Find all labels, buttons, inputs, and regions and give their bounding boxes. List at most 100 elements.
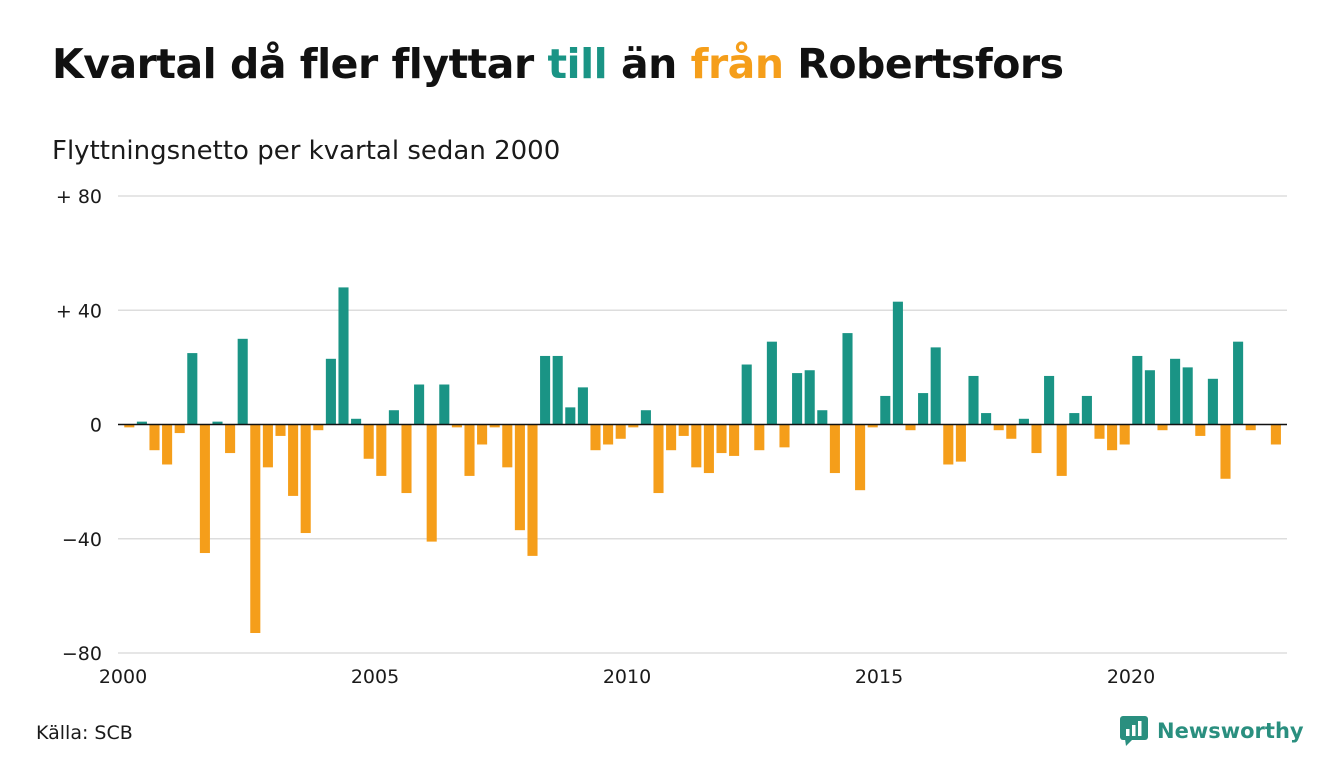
bar	[262, 424, 273, 468]
bar	[603, 424, 614, 445]
x-tick-label: 2015	[855, 666, 903, 688]
title-part2: än	[607, 40, 691, 88]
bar	[313, 424, 324, 431]
bar	[1144, 370, 1155, 425]
bar	[414, 384, 425, 425]
bars	[124, 287, 1281, 634]
bar	[930, 347, 941, 425]
bar	[1119, 424, 1130, 445]
bar	[363, 424, 374, 459]
x-tick-label: 2010	[603, 666, 651, 688]
bar	[666, 424, 677, 451]
bar	[565, 407, 576, 425]
bar	[993, 424, 1004, 431]
bar	[678, 424, 689, 436]
bar	[376, 424, 387, 476]
bar	[451, 424, 462, 428]
grid-lines	[118, 195, 1287, 654]
bar	[1018, 418, 1029, 425]
bar	[514, 424, 525, 531]
bar-chart: + 80 + 40 0 −40 −80 2000 2005 2010 2015 2020	[56, 186, 1287, 688]
bar	[174, 424, 185, 434]
bar	[527, 424, 538, 556]
bar	[288, 424, 299, 496]
bar	[250, 424, 261, 634]
bar	[351, 418, 362, 425]
bar	[1056, 424, 1067, 476]
bar	[829, 424, 840, 474]
bar	[300, 424, 311, 534]
bar	[981, 413, 992, 425]
bar	[905, 424, 916, 431]
bar	[1207, 378, 1218, 425]
bar	[653, 424, 664, 494]
bar	[199, 424, 210, 554]
bar	[1220, 424, 1231, 479]
bar	[401, 424, 412, 494]
bar	[918, 393, 929, 425]
bar	[540, 355, 551, 425]
bar	[729, 424, 740, 456]
bar	[426, 424, 437, 542]
bar	[792, 373, 803, 425]
bar	[489, 424, 500, 428]
bar	[842, 333, 853, 425]
bar	[968, 375, 979, 425]
newsworthy-logo-icon	[1120, 716, 1148, 746]
title-till: till	[547, 40, 608, 88]
bar	[275, 424, 286, 436]
bar	[590, 424, 601, 451]
bar	[867, 424, 878, 428]
bar	[703, 424, 714, 474]
bar	[338, 287, 349, 425]
y-tick-label: −40	[62, 529, 102, 551]
bar	[766, 341, 777, 425]
bar	[212, 421, 223, 425]
bar	[1182, 367, 1193, 425]
bar	[325, 358, 336, 425]
y-tick-label: −80	[62, 643, 102, 665]
bar	[716, 424, 727, 454]
bar	[779, 424, 790, 448]
title-fran: från	[690, 40, 784, 88]
bar	[628, 424, 639, 428]
bar	[1069, 413, 1080, 425]
x-tick-label: 2005	[351, 666, 399, 688]
bar	[124, 424, 135, 428]
bar	[1170, 358, 1181, 425]
bar	[943, 424, 954, 465]
bar	[1044, 375, 1055, 425]
bar	[577, 387, 588, 425]
bar	[955, 424, 966, 462]
bar	[817, 410, 828, 425]
bar	[225, 424, 236, 454]
bar	[1270, 424, 1281, 445]
bar	[1094, 424, 1105, 439]
bar	[388, 410, 399, 425]
bar	[149, 424, 160, 451]
x-tick-label: 2000	[99, 666, 147, 688]
y-tick-label: 0	[90, 415, 102, 437]
y-axis-labels: + 80 + 40 0 −40 −80	[56, 186, 102, 665]
bar	[187, 353, 198, 425]
bar	[1006, 424, 1017, 439]
bar	[464, 424, 475, 476]
bar	[892, 301, 903, 425]
chart-title: Kvartal då fler flyttar till än från Rob…	[52, 40, 1064, 88]
x-axis-labels: 2000 2005 2010 2015 2020	[99, 666, 1155, 688]
bar	[1157, 424, 1168, 431]
bar	[1081, 395, 1092, 425]
bar	[1233, 341, 1244, 425]
bar	[804, 370, 815, 425]
x-tick-label: 2020	[1107, 666, 1155, 688]
bar	[855, 424, 866, 491]
title-part3: Robertsfors	[783, 40, 1064, 88]
bar	[1107, 424, 1118, 451]
title-part1: Kvartal då fler flyttar	[52, 40, 548, 88]
bar	[552, 355, 563, 425]
bar	[880, 395, 891, 425]
y-tick-label: + 40	[56, 300, 102, 322]
bar	[1031, 424, 1042, 454]
bar	[754, 424, 765, 451]
bar	[477, 424, 488, 445]
